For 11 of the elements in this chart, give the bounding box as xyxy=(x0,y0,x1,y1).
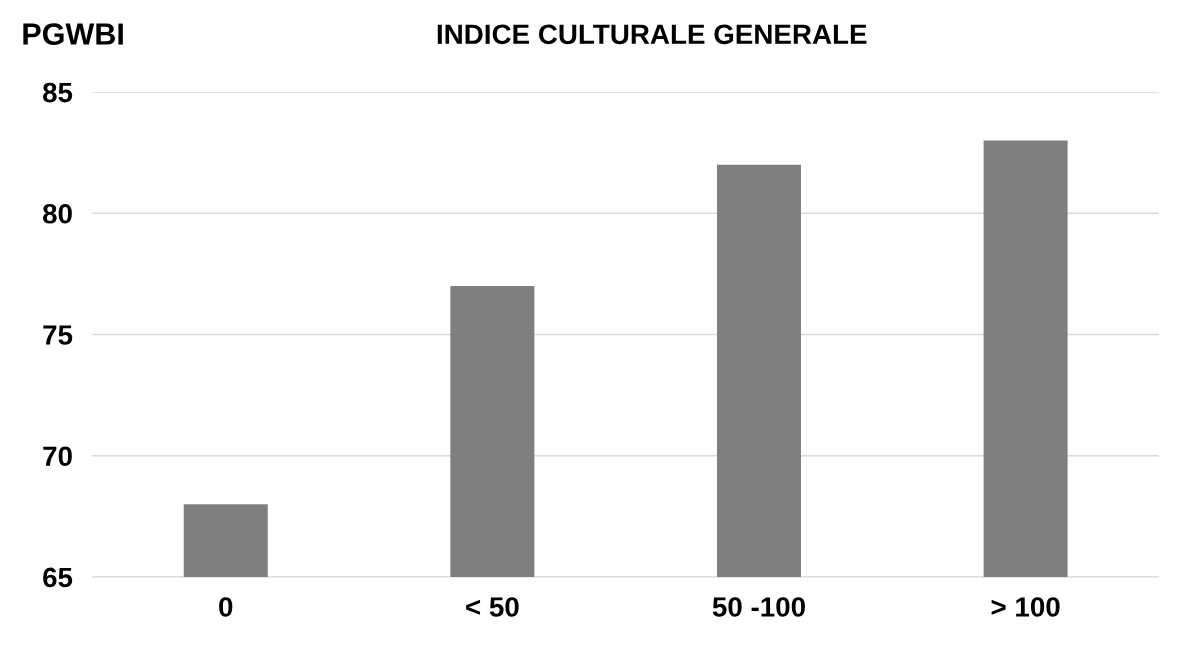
x-tick-label: 0 xyxy=(219,597,233,617)
y-tick-label: 85 xyxy=(42,82,73,103)
x-tick-label: > 100 xyxy=(991,597,1060,617)
y-tick-label: 80 xyxy=(42,203,72,224)
y-tick-label: 75 xyxy=(43,325,73,345)
x-tick-label: < 50 xyxy=(466,597,519,617)
y-tick-label: 70 xyxy=(43,446,72,467)
chart-title: INDICE CULTURALE GENERALE xyxy=(437,24,867,45)
y-axis-title: PGWBI xyxy=(23,23,123,45)
y-tick-label: 65 xyxy=(43,567,73,588)
x-tick-label: 50 -100 xyxy=(712,597,805,617)
